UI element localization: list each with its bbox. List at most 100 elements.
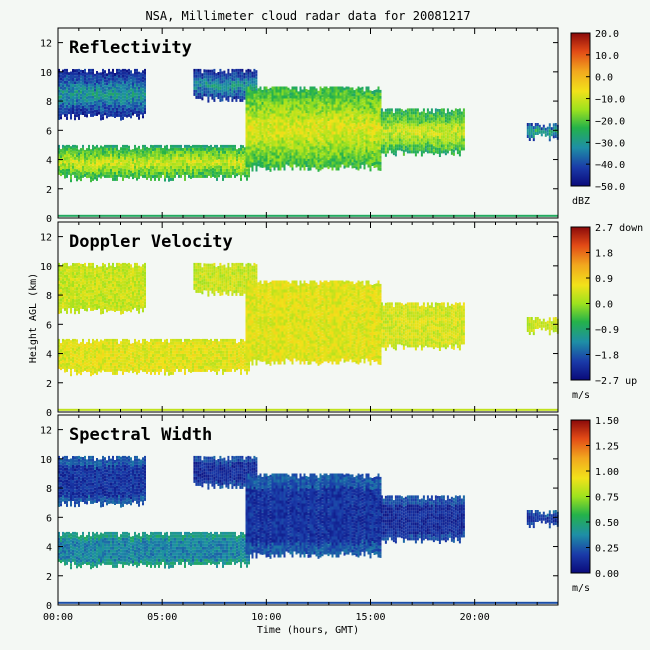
reflectivity-echo-cell [237, 89, 240, 93]
reflectivity-echo-cell [305, 158, 308, 161]
reflectivity-echo-cell [112, 174, 114, 178]
reflectivity-echo-cell [136, 101, 138, 105]
reflectivity-echo-cell [375, 125, 378, 129]
reflectivity-echo-cell [267, 151, 270, 155]
doppler-velocity-echo-cell [70, 343, 72, 347]
reflectivity-echo-cell [70, 101, 72, 105]
reflectivity-echo-cell [140, 84, 142, 88]
reflectivity-echo-cell [293, 119, 296, 123]
reflectivity-echo-cell [375, 104, 378, 108]
doppler-velocity-echo-cell [84, 343, 86, 347]
reflectivity-echo-cell [253, 108, 256, 112]
reflectivity-echo-cell [295, 149, 298, 153]
reflectivity-echo-cell [347, 161, 350, 165]
reflectivity-echo-cell [86, 160, 88, 164]
reflectivity-echo-cell [528, 138, 531, 141]
reflectivity-echo-cell [199, 74, 202, 78]
reflectivity-echo-cell [283, 131, 286, 135]
reflectivity-echo-cell [402, 128, 405, 132]
reflectivity-echo-cell [66, 68, 68, 72]
reflectivity-echo-cell [195, 71, 198, 75]
reflectivity-echo-cell [426, 108, 429, 112]
reflectivity-echo-cell [388, 120, 391, 124]
reflectivity-echo-cell [299, 110, 302, 114]
reflectivity-echo-cell [402, 140, 405, 144]
reflectivity-echo-cell [150, 144, 152, 148]
reflectivity-echo-cell [102, 71, 104, 75]
reflectivity-echo-cell [239, 77, 242, 81]
doppler-velocity-echo-cell [120, 347, 122, 351]
reflectivity-echo-cell [126, 78, 128, 82]
doppler-velocity-echo-cell [66, 359, 68, 363]
reflectivity-echo-cell [134, 95, 136, 99]
reflectivity-echo-cell [82, 73, 84, 76]
reflectivity-echo-cell [309, 107, 312, 111]
reflectivity-echo-cell [534, 129, 537, 132]
doppler-velocity-echo-cell [108, 356, 110, 360]
reflectivity-echo-cell [88, 89, 90, 93]
reflectivity-echo-cell [329, 140, 332, 144]
reflectivity-echo-cell [347, 86, 350, 90]
reflectivity-echo-cell [361, 122, 364, 126]
reflectivity-echo-cell [418, 142, 421, 146]
reflectivity-echo-cell [289, 143, 292, 147]
reflectivity-echo-cell [243, 96, 246, 100]
reflectivity-echo-cell [289, 110, 292, 114]
doppler-velocity-echo-cell [100, 348, 102, 352]
doppler-velocity-echo-cell [64, 363, 66, 367]
reflectivity-echo-cell [311, 128, 314, 132]
reflectivity-echo-cell [261, 98, 264, 102]
reflectivity-echo-cell [353, 132, 356, 136]
reflectivity-echo-cell [269, 159, 272, 163]
reflectivity-echo-cell [327, 100, 330, 104]
reflectivity-echo-cell [347, 149, 350, 153]
reflectivity-echo-cell [72, 162, 74, 166]
reflectivity-echo-cell [130, 88, 132, 92]
reflectivity-echo-cell [388, 141, 391, 145]
reflectivity-echo-cell [90, 86, 92, 90]
reflectivity-echo-cell [335, 86, 338, 90]
reflectivity-echo-cell [251, 90, 254, 94]
reflectivity-echo-cell [279, 149, 282, 153]
reflectivity-echo-cell [377, 119, 380, 123]
doppler-velocity-echo-cell [72, 356, 74, 360]
reflectivity-echo-cell [64, 151, 66, 155]
reflectivity-echo-cell [120, 117, 122, 121]
reflectivity-echo-cell [112, 147, 114, 151]
reflectivity-echo-cell [251, 117, 254, 121]
reflectivity-echo-cell [86, 90, 88, 94]
reflectivity-echo-cell [96, 77, 98, 80]
reflectivity-echo-cell [265, 146, 268, 150]
reflectivity-echo-cell [281, 158, 284, 162]
reflectivity-echo-cell [227, 77, 230, 81]
reflectivity-echo-cell [146, 158, 148, 162]
doppler-velocity-echo-cell [108, 347, 110, 351]
reflectivity-echo-cell [251, 168, 254, 172]
reflectivity-echo-cell [313, 122, 316, 126]
reflectivity-echo-cell [112, 101, 114, 105]
reflectivity-echo-cell [329, 98, 332, 102]
reflectivity-echo-cell [74, 78, 76, 82]
reflectivity-echo-cell [78, 170, 80, 174]
reflectivity-echo-cell [228, 168, 230, 172]
reflectivity-echo-cell [172, 168, 174, 172]
reflectivity-echo-cell [285, 122, 288, 126]
reflectivity-echo-cell [222, 177, 224, 181]
doppler-velocity-echo-cell [110, 344, 112, 348]
reflectivity-echo-cell [454, 135, 457, 139]
reflectivity-echo-cell [76, 111, 78, 115]
reflectivity-echo-cell [396, 129, 399, 133]
reflectivity-echo-cell [357, 98, 360, 102]
reflectivity-echo-cell [315, 109, 318, 113]
reflectivity-echo-cell [108, 77, 110, 81]
reflectivity-echo-cell [361, 158, 364, 162]
reflectivity-echo-cell [142, 168, 144, 172]
reflectivity-echo-cell [209, 75, 212, 79]
reflectivity-echo-cell [434, 138, 437, 142]
reflectivity-colorbar-tick-label: −20.0 [595, 116, 625, 127]
reflectivity-echo-cell [325, 143, 328, 147]
reflectivity-echo-cell [166, 144, 168, 148]
reflectivity-echo-cell [333, 116, 336, 120]
reflectivity-echo-cell [325, 122, 328, 126]
reflectivity-echo-cell [375, 95, 378, 99]
